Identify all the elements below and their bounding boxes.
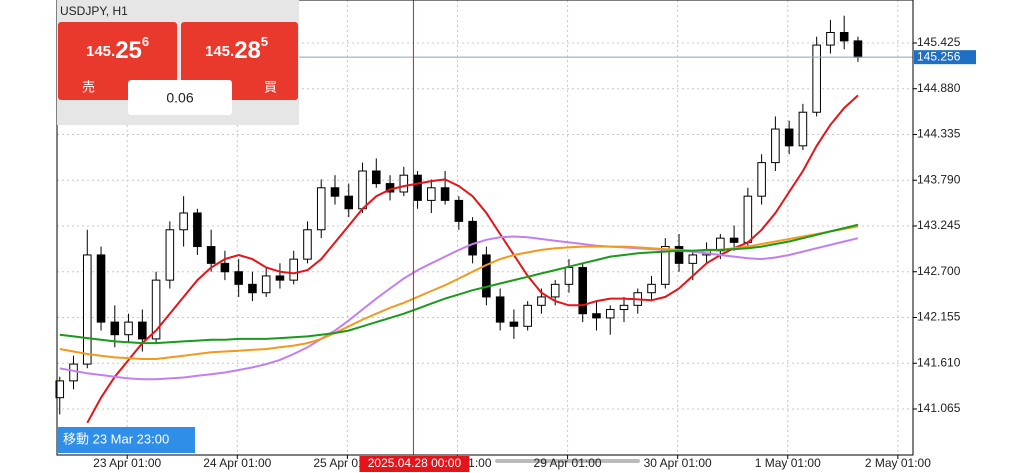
candle-body (371, 170, 381, 185)
candle-body (138, 321, 147, 340)
candle-body (179, 212, 188, 231)
candle-body (427, 187, 436, 201)
candle-body (330, 187, 340, 197)
sell-price: 145.256 (86, 34, 149, 64)
candle-body (234, 271, 243, 285)
x-tick-label: 1 May 01:00 (755, 456, 821, 470)
candle-body (619, 304, 629, 311)
plot-border (56, 0, 914, 456)
candle-body (454, 199, 464, 222)
moving-average (59, 235, 859, 381)
symbol-title: USDJPY, H1 (60, 4, 128, 18)
candle-body (303, 229, 312, 260)
candle-body (358, 170, 367, 210)
candle-body (771, 128, 780, 164)
candle-body (440, 187, 450, 201)
candle-body (82, 254, 92, 365)
sell-label: 売 (82, 79, 95, 94)
crosshair-box (359, 456, 470, 472)
buy-price-sup: 5 (261, 34, 268, 49)
x-tick-label: 24 Apr 01:00 (203, 456, 271, 470)
y-tick-label: 141.065 (917, 401, 961, 415)
y-tick-label: 142.700 (917, 264, 961, 278)
sell-price-small: 145. (86, 43, 115, 60)
candle-body (647, 283, 656, 294)
spread: 0.06 (166, 90, 193, 106)
candle-body (468, 220, 477, 256)
candle-body (812, 44, 821, 113)
x-tick-label: 2 May 01:00 (865, 456, 931, 470)
candle-body (96, 254, 106, 323)
current-price-label: 145.256 (917, 49, 961, 63)
candle-body (743, 195, 753, 243)
y-tick-label: 143.790 (917, 172, 961, 186)
spread-box (128, 80, 232, 115)
candle-body (275, 275, 285, 281)
candle-body (344, 195, 354, 210)
y-tick-label: 144.880 (917, 81, 961, 95)
candle-body (482, 254, 491, 298)
buy-price-big: 28 (234, 37, 261, 64)
y-tick-label: 142.155 (917, 310, 961, 324)
y-tick-label: 141.610 (917, 355, 961, 369)
candle-body (110, 321, 120, 336)
candle-body (674, 246, 684, 264)
moving-average (59, 223, 859, 345)
candle-body (688, 254, 698, 264)
candle-body (69, 363, 78, 382)
buy-label: 買 (264, 79, 277, 94)
x-tick-label: 23 Apr 01:00 (93, 456, 161, 470)
candle-body (289, 258, 298, 281)
candle-body (578, 267, 587, 315)
candle-body (124, 321, 133, 336)
scrollbar[interactable] (495, 459, 640, 463)
candle-body (495, 296, 505, 323)
scroll-label: 移動 23 Mar 23:00 (63, 431, 169, 446)
candle-body (592, 313, 601, 319)
candle-body (220, 262, 230, 273)
candle-body (193, 212, 202, 248)
x-tick-label: 30 Apr 01:00 (644, 456, 712, 470)
candle-body (261, 275, 271, 294)
buy-price: 145.285 (205, 34, 268, 64)
candle-body (798, 111, 808, 147)
candle-body (757, 162, 766, 197)
moving-average (86, 94, 859, 424)
candle-body (509, 321, 519, 327)
candle-body (537, 296, 546, 306)
buy-price-small: 145. (205, 43, 234, 60)
sell-price-sup: 6 (142, 34, 149, 49)
candle-body (839, 31, 849, 42)
candle-body (248, 283, 257, 294)
x-tick-label: 29 Apr 01:00 (534, 456, 602, 470)
candle-body (729, 237, 739, 243)
candle-body (826, 31, 835, 46)
candle-body (660, 246, 670, 285)
candle-body (853, 40, 863, 58)
candle-body (784, 128, 794, 147)
candle-body (316, 187, 326, 231)
sell-price-big: 25 (115, 37, 142, 64)
candle-body (151, 279, 161, 340)
y-tick-label: 143.245 (917, 218, 961, 232)
candle-body (523, 304, 532, 327)
candle-body (605, 309, 615, 319)
plot (55, 0, 913, 455)
candle-body (55, 380, 65, 399)
candle-body (564, 267, 574, 285)
y-tick-label: 144.335 (917, 127, 961, 141)
crosshair-label: 2025.04.28 00:00 (368, 456, 462, 470)
candle-body (206, 246, 216, 264)
candle-body (413, 174, 422, 201)
current-price-box (914, 50, 976, 65)
scroll-box[interactable] (57, 427, 195, 453)
candle-body (550, 283, 560, 298)
candle-body (399, 174, 409, 193)
candle-body (165, 229, 175, 281)
y-tick-label: 145.425 (917, 35, 961, 49)
